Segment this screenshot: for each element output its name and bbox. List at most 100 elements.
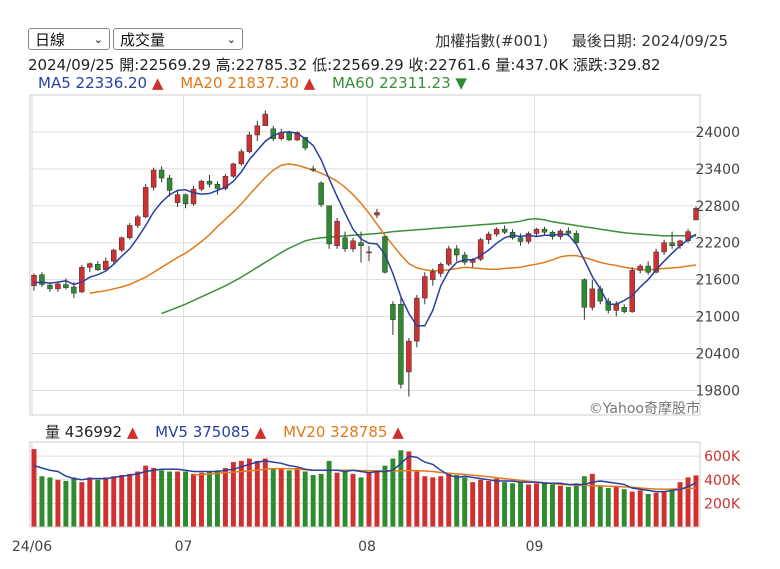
volume-bar	[581, 476, 587, 527]
volume-bar	[422, 476, 428, 527]
candle-body	[661, 242, 667, 253]
watermark: ©Yahoo奇摩股市	[589, 400, 700, 417]
ma60-arrow: ▼	[455, 74, 467, 92]
mv5-label: MV5	[155, 423, 188, 441]
ma60-line	[161, 217, 696, 315]
volume-bar	[438, 476, 444, 527]
ohlc-line: 2024/09/25 開:22569.29 高:22785.32 低:22569…	[28, 54, 661, 75]
candle-body	[493, 228, 500, 235]
candle-body	[103, 260, 109, 271]
period-select[interactable]: 日線 ⌄	[28, 28, 110, 50]
candle-body	[358, 242, 364, 247]
volume-bar	[430, 477, 436, 527]
volume-bar	[526, 484, 531, 527]
indicator-select-value: 成交量	[120, 31, 166, 49]
candle-body	[174, 194, 181, 203]
candle-body	[525, 233, 532, 242]
ma5-arrow: ▲	[151, 74, 164, 92]
candle-body	[501, 228, 508, 233]
candle-body	[126, 225, 133, 239]
price-panel-frame	[29, 94, 701, 416]
candle-body	[613, 303, 619, 311]
vol-arrow: ▲	[126, 423, 139, 441]
volume-bar	[470, 482, 476, 527]
volume-tick-label: 200K	[704, 496, 741, 512]
candle-body	[47, 284, 53, 290]
candle-body	[541, 228, 548, 233]
volume-bar	[613, 486, 619, 527]
volume-bar	[677, 482, 683, 527]
volume-bar	[135, 471, 141, 527]
volume-bar	[127, 473, 133, 527]
candle-body	[230, 163, 237, 177]
volume-bar	[183, 471, 189, 527]
volume-bar	[621, 489, 627, 527]
volume-bar	[286, 470, 292, 527]
mv20-legend: MV20 328785 ▲	[283, 423, 410, 441]
candle-body	[454, 248, 460, 256]
volume-bar	[214, 470, 220, 527]
volume-bar	[573, 483, 579, 527]
vol-value: 436992	[64, 423, 123, 441]
candle-body	[166, 177, 173, 191]
volume-bar	[63, 480, 69, 527]
volume-legend: 量 436992 ▲ MV5 375085 ▲ MV20 328785 ▲	[45, 421, 416, 442]
candle-body	[366, 251, 372, 254]
volume-bar	[175, 471, 181, 527]
ma20-arrow: ▲	[303, 74, 316, 92]
candle-body	[374, 212, 380, 216]
volume-bar	[454, 475, 460, 527]
ma5-label: MA5	[38, 74, 71, 92]
candle-body	[398, 303, 404, 385]
volume-bar	[119, 475, 125, 527]
volume-bar	[390, 458, 396, 527]
x-tick-label: 09	[526, 539, 544, 555]
volume-bar	[350, 473, 356, 527]
volume-bar	[55, 479, 61, 527]
candle-body	[270, 128, 276, 139]
ma-legend: MA5 22336.20 ▲ MA20 21837.30 ▲ MA60 2231…	[38, 74, 479, 92]
candle-body	[31, 275, 37, 287]
indicator-select[interactable]: 成交量 ⌄	[113, 28, 243, 50]
vol-legend: 量 436992 ▲	[45, 423, 144, 441]
volume-bar	[693, 475, 699, 527]
candle-body	[87, 263, 93, 268]
ohlc-date: 2024/09/25	[28, 56, 115, 74]
candle-body	[150, 169, 157, 188]
volume-bar	[629, 491, 635, 527]
candle-body	[406, 340, 412, 373]
volume-bar	[406, 451, 412, 527]
candle-body	[39, 274, 45, 285]
volume-bar	[47, 477, 53, 527]
candle-body	[326, 205, 332, 245]
volume-bar	[262, 458, 268, 527]
candle-body	[206, 180, 213, 185]
candle-body	[422, 276, 428, 299]
mv20-value: 328785	[330, 423, 388, 441]
candle-body	[246, 134, 253, 152]
volume-bar	[31, 449, 37, 527]
volume-bar	[310, 475, 316, 527]
candle-body	[517, 237, 524, 242]
volume-bars	[31, 449, 699, 527]
volume-bar	[87, 477, 93, 527]
candle-body	[95, 263, 101, 271]
ohlc-high: 高:22785.32	[215, 56, 308, 74]
volume-bar	[549, 484, 555, 527]
ma60-path	[161, 217, 696, 315]
ohlc-close: 收:22761.6	[408, 56, 491, 74]
axes: 19800 20400 21000 21600 22200 22800 23400 24000…	[12, 94, 741, 555]
volume-bar	[159, 470, 165, 527]
mv20-path	[193, 467, 697, 490]
price-tick-label: 22200	[695, 236, 740, 252]
volume-tick-label: 400K	[704, 473, 741, 489]
price-tick-label: 23400	[695, 162, 740, 178]
candle-body	[310, 168, 316, 171]
candle-body	[573, 233, 580, 243]
volume-bar	[222, 467, 228, 527]
ma5-line	[33, 131, 697, 327]
candle-body	[142, 187, 149, 218]
candle-body	[637, 265, 643, 271]
candle-body	[158, 169, 165, 179]
